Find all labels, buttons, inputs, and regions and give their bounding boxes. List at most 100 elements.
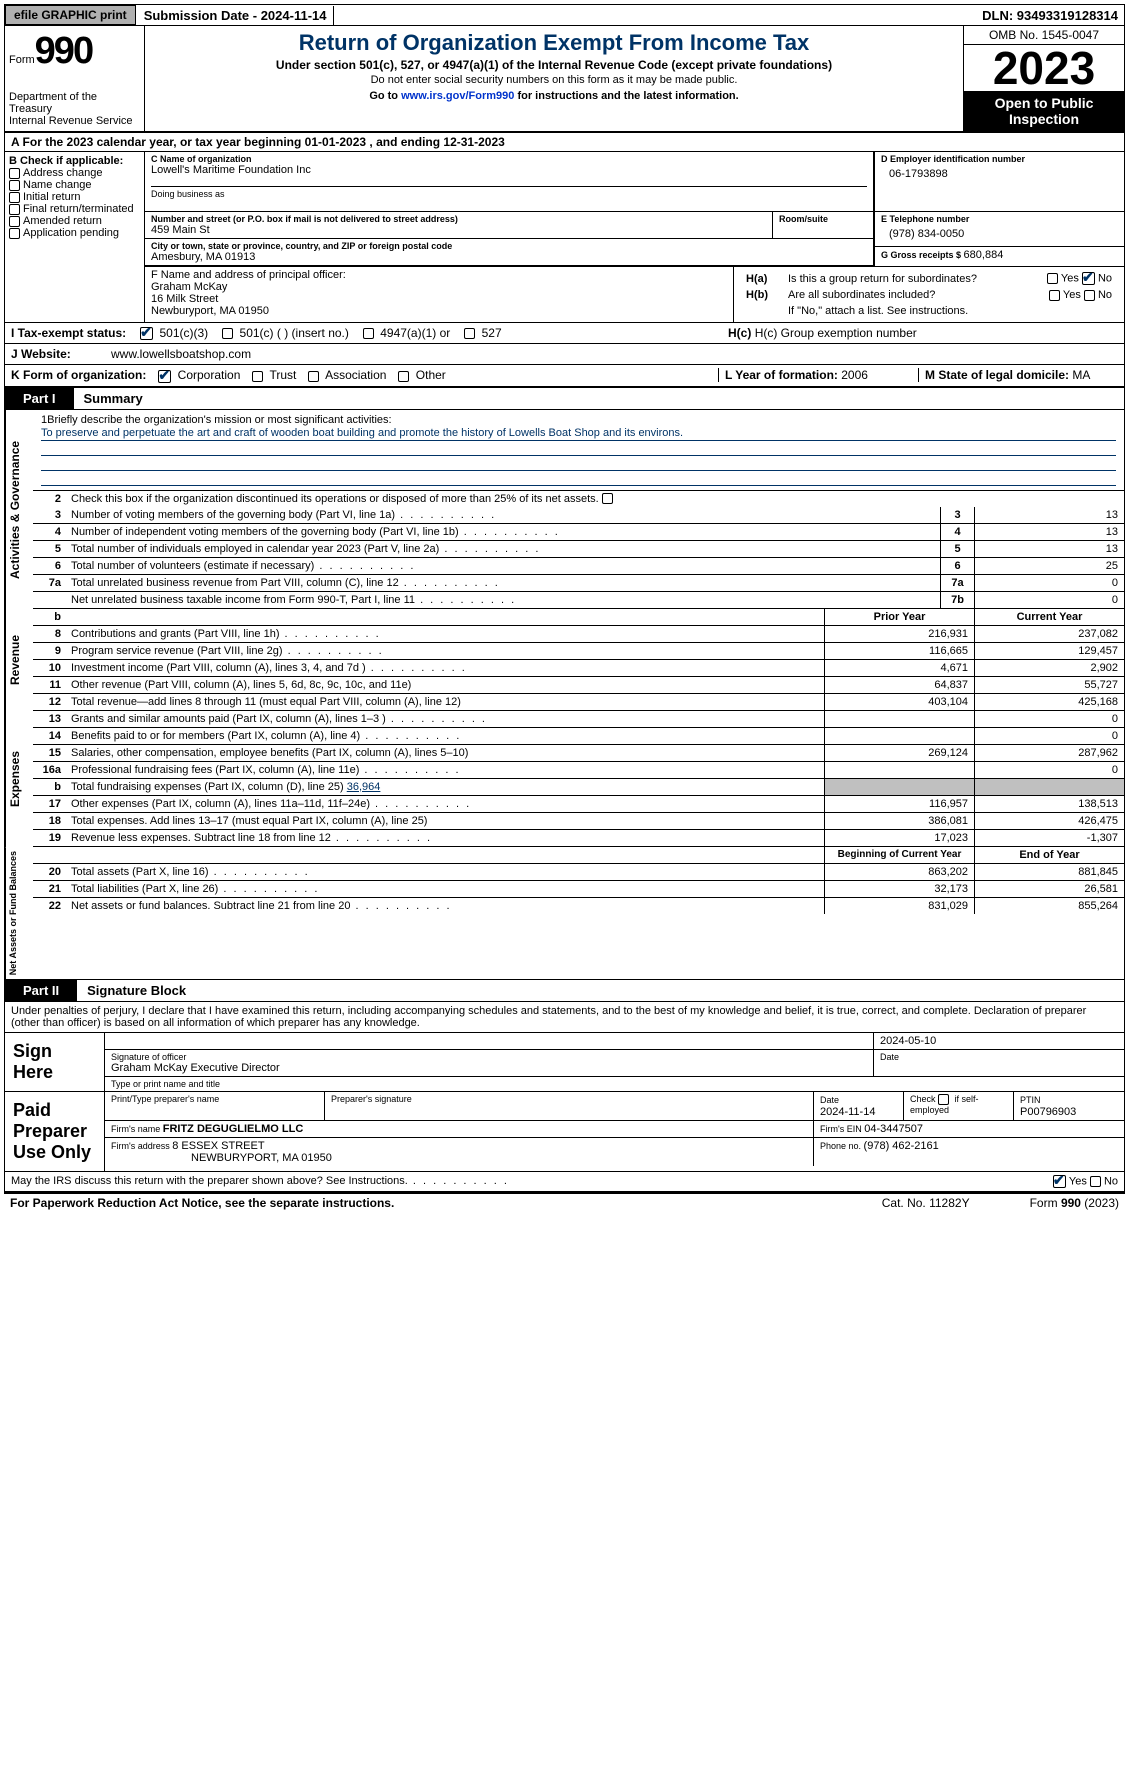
revenue-section: Revenue bPrior YearCurrent Year 8Contrib… [4, 609, 1125, 711]
room-label: Room/suite [779, 214, 867, 224]
org-name-label: C Name of organization [151, 154, 867, 164]
top-bar: efile GRAPHIC print Submission Date - 20… [4, 4, 1125, 26]
paperwork-notice: For Paperwork Reduction Act Notice, see … [10, 1196, 394, 1210]
vtab-governance: Activities & Governance [5, 410, 33, 609]
chk-amended-return[interactable] [9, 216, 20, 227]
officer-sig: Graham McKay Executive Director [111, 1062, 867, 1074]
v6: 25 [974, 558, 1124, 574]
footer: For Paperwork Reduction Act Notice, see … [4, 1192, 1125, 1212]
v5: 13 [974, 541, 1124, 557]
sign-here-label: Sign Here [5, 1033, 105, 1091]
officer-addr2: Newburyport, MA 01950 [151, 305, 727, 317]
street-label: Number and street (or P.O. box if mail i… [151, 214, 766, 224]
dba-label: Doing business as [151, 186, 867, 199]
ein-label: D Employer identification number [881, 154, 1118, 164]
chk-527[interactable] [464, 328, 475, 339]
hb-no[interactable] [1084, 290, 1095, 301]
ptin: P00796903 [1020, 1106, 1076, 1118]
section-a: B Check if applicable: Address change Na… [4, 152, 1125, 323]
open-to-public: Open to Public Inspection [964, 91, 1124, 131]
perjury-statement: Under penalties of perjury, I declare th… [5, 1002, 1124, 1033]
phone-label: E Telephone number [881, 214, 1118, 224]
firm-name: FRITZ DEGUGLIELMO LLC [163, 1123, 304, 1135]
firm-addr1: 8 ESSEX STREET [172, 1140, 264, 1152]
fundraising-exp: 36,964 [347, 781, 381, 793]
firm-ein: 04-3447507 [864, 1123, 923, 1135]
tax-year: 2023 [964, 45, 1124, 91]
ein: 06-1793898 [881, 164, 1118, 184]
dln: DLN: 93493319128314 [976, 6, 1124, 25]
chk-corporation[interactable] [158, 370, 171, 383]
tax-exempt-row: I Tax-exempt status: 501(c)(3) 501(c) ( … [4, 323, 1125, 344]
cat-no: Cat. No. 11282Y [882, 1196, 970, 1210]
tax-period: A For the 2023 calendar year, or tax yea… [5, 133, 1124, 152]
mission-q: Briefly describe the organization's miss… [47, 414, 391, 426]
efile-print-button[interactable]: efile GRAPHIC print [5, 5, 136, 25]
chk-self-employed[interactable] [938, 1094, 949, 1105]
v3: 13 [974, 507, 1124, 523]
officer-addr1: 16 Milk Street [151, 293, 727, 305]
form-990-page: efile GRAPHIC print Submission Date - 20… [0, 0, 1129, 1216]
chk-association[interactable] [308, 371, 319, 382]
v4: 13 [974, 524, 1124, 540]
website-url: www.lowellsboatshop.com [111, 347, 251, 361]
chk-501c3[interactable] [140, 327, 153, 340]
subtitle-3: Go to www.irs.gov/Form990 for instructio… [151, 90, 957, 102]
sig-date: 2024-05-10 [874, 1033, 1124, 1049]
chk-address-change[interactable] [9, 168, 20, 179]
chk-501c[interactable] [222, 328, 233, 339]
street: 459 Main St [151, 224, 766, 236]
org-name: Lowell's Maritime Foundation Inc [151, 164, 867, 176]
prep-date: 2024-11-14 [820, 1106, 875, 1118]
hb-yes[interactable] [1049, 290, 1060, 301]
vtab-expenses: Expenses [5, 711, 33, 847]
paid-preparer-label: Paid Preparer Use Only [5, 1092, 105, 1171]
form-of-org-row: K Form of organization: Corporation Trus… [4, 365, 1125, 387]
state-domicile: MA [1072, 368, 1090, 382]
chk-initial-return[interactable] [9, 192, 20, 203]
ha-yes[interactable] [1047, 273, 1058, 284]
part2-header: Part II Signature Block [4, 980, 1125, 1002]
firm-addr2: NEWBURYPORT, MA 01950 [111, 1152, 332, 1164]
gross-receipts-label: G Gross receipts $ [881, 250, 964, 260]
form-ref: Form 990 (2023) [1030, 1196, 1119, 1210]
vtab-netassets: Net Assets or Fund Balances [5, 847, 33, 979]
subtitle-2: Do not enter social security numbers on … [151, 74, 957, 86]
discuss-no[interactable] [1090, 1176, 1101, 1187]
signature-block: Under penalties of perjury, I declare th… [4, 1002, 1125, 1192]
chk-4947[interactable] [363, 328, 374, 339]
net-assets-section: Net Assets or Fund Balances Beginning of… [4, 847, 1125, 980]
year-formation: 2006 [841, 368, 868, 382]
v7a: 0 [974, 575, 1124, 591]
officer-name: Graham McKay [151, 281, 727, 293]
subtitle-1: Under section 501(c), 527, or 4947(a)(1)… [151, 58, 957, 72]
activities-governance: Activities & Governance 1Briefly describ… [4, 410, 1125, 609]
part1-header: Part I Summary [4, 388, 1125, 410]
chk-other[interactable] [398, 371, 409, 382]
gross-receipts: 680,884 [964, 249, 1004, 261]
column-b-checkboxes: B Check if applicable: Address change Na… [5, 152, 145, 322]
irs-link[interactable]: www.irs.gov/Form990 [401, 90, 514, 102]
v7b: 0 [974, 592, 1124, 608]
form-title: Return of Organization Exempt From Incom… [151, 30, 957, 56]
form-label: Form [9, 54, 35, 66]
mission-answer: To preserve and perpetuate the art and c… [41, 426, 1116, 441]
chk-trust[interactable] [252, 371, 263, 382]
discuss-yes[interactable] [1053, 1175, 1066, 1188]
submission-date: Submission Date - 2024-11-14 [138, 6, 334, 25]
vtab-revenue: Revenue [5, 609, 33, 711]
expenses-section: Expenses 13Grants and similar amounts pa… [4, 711, 1125, 847]
firm-phone: (978) 462-2161 [864, 1140, 939, 1152]
officer-label: F Name and address of principal officer: [151, 269, 727, 281]
chk-name-change[interactable] [9, 180, 20, 191]
chk-discontinued[interactable] [602, 493, 613, 504]
chk-final-return[interactable] [9, 204, 20, 215]
department: Department of the Treasury Internal Reve… [9, 91, 140, 127]
city-label: City or town, state or province, country… [151, 241, 867, 251]
phone: (978) 834-0050 [881, 224, 1118, 244]
chk-application-pending[interactable] [9, 228, 20, 239]
ha-no[interactable] [1082, 272, 1095, 285]
website-row: J Website: www.lowellsboatshop.com [4, 344, 1125, 365]
city: Amesbury, MA 01913 [151, 251, 867, 263]
form-header: Form990 Department of the Treasury Inter… [4, 26, 1125, 133]
